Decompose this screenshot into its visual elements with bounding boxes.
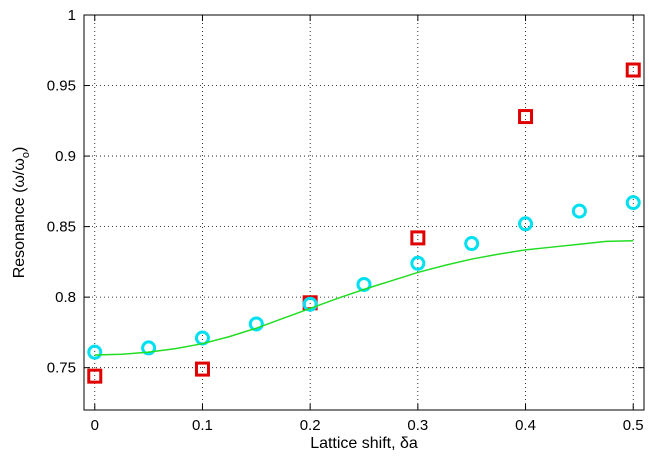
y-axis-label: Resonance (ω/ωo) [11,147,32,279]
x-tick-label: 0.1 [192,417,213,434]
y-axis-label-end: ) [11,147,28,152]
y-tick-label: 1 [68,7,76,24]
x-tick-label: 0.2 [300,417,321,434]
y-tick-label: 0.8 [55,289,76,306]
x-tick-label: 0.4 [515,417,536,434]
y-tick-label: 0.75 [47,360,76,377]
y-axis-label-main: Resonance (ω/ω [11,158,28,278]
x-axis-label: Lattice shift, δa [310,435,418,452]
y-tick-label: 0.9 [55,148,76,165]
y-tick-label: 0.85 [47,219,76,236]
x-tick-label: 0 [91,417,99,434]
x-tick-label: 0.3 [407,417,428,434]
plot-background [84,15,644,410]
y-tick-label: 0.95 [47,78,76,95]
x-tick-label: 0.5 [623,417,644,434]
